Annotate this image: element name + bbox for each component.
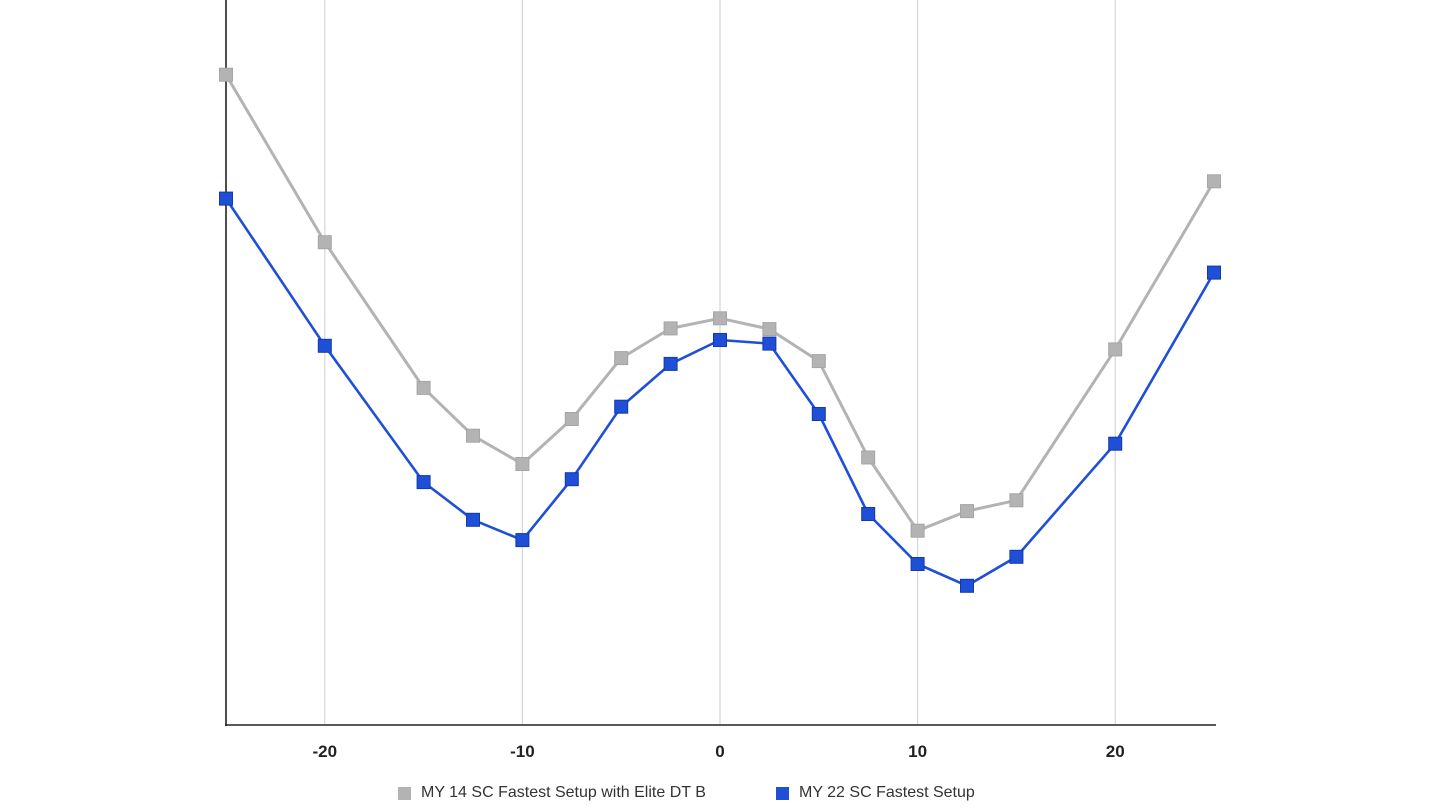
x-tick-label-3: 10: [908, 742, 927, 761]
series-1-point-15[interactable]: [1108, 342, 1123, 357]
x-tick-label-1: -10: [510, 742, 535, 761]
series-2: [219, 191, 1221, 593]
series-2-point-12[interactable]: [910, 557, 925, 571]
axes: [225, 0, 1216, 726]
legend-item-series-2[interactable]: MY 22 SC Fastest Setup: [776, 784, 975, 802]
series-1-point-3[interactable]: [466, 428, 480, 443]
series-2-point-8[interactable]: [713, 333, 727, 347]
legend-label-series-1: MY 14 SC Fastest Setup with Elite DT B: [421, 784, 706, 801]
gridlines: [324, 0, 1116, 725]
legend-label-series-2: MY 22 SC Fastest Setup: [799, 784, 975, 801]
series-2-point-13[interactable]: [960, 578, 974, 593]
series-2-point-6[interactable]: [614, 399, 629, 414]
series-1-point-9[interactable]: [762, 322, 777, 337]
series-2-point-16[interactable]: [1207, 265, 1221, 280]
series-layer: [219, 67, 1221, 593]
series-2-point-10[interactable]: [811, 407, 826, 421]
series-2-point-2[interactable]: [416, 475, 431, 490]
x-tick-label-2: 0: [715, 742, 724, 761]
series-1-point-5[interactable]: [564, 412, 579, 426]
series-2-point-9[interactable]: [762, 336, 777, 351]
x-tick-label-4: 20: [1106, 742, 1125, 761]
series-1-point-0[interactable]: [219, 67, 233, 82]
legend-item-series-1[interactable]: MY 14 SC Fastest Setup with Elite DT B: [398, 784, 706, 802]
series-1-point-11[interactable]: [861, 450, 876, 465]
legend-swatch-series-2: [776, 786, 789, 800]
series-1-point-6[interactable]: [614, 351, 629, 366]
series-2-point-0[interactable]: [219, 191, 233, 206]
series-2-point-4[interactable]: [515, 533, 530, 548]
series-1-point-13[interactable]: [960, 504, 974, 519]
series-2-point-3[interactable]: [466, 512, 480, 527]
series-1-point-2[interactable]: [416, 380, 431, 395]
series-1-point-16[interactable]: [1207, 174, 1221, 189]
series-1-point-10[interactable]: [811, 354, 826, 369]
x-tick-labels: -20 -10 0 10 20: [313, 742, 1125, 761]
series-2-point-11[interactable]: [861, 507, 876, 521]
x-tick-label-0: -20: [313, 742, 338, 761]
series-2-point-7[interactable]: [663, 356, 678, 371]
legend-swatch-series-1: [398, 786, 411, 800]
series-1-point-12[interactable]: [910, 523, 925, 538]
series-1-point-7[interactable]: [663, 321, 678, 336]
series-1-point-14[interactable]: [1009, 493, 1024, 508]
legend: MY 14 SC Fastest Setup with Elite DT B M…: [0, 784, 1440, 808]
series-1: [219, 67, 1221, 538]
series-2-point-1[interactable]: [317, 338, 332, 353]
series-1-point-1[interactable]: [317, 235, 332, 250]
series-1-point-4[interactable]: [515, 457, 530, 471]
series-2-point-5[interactable]: [564, 472, 579, 487]
series-1-point-8[interactable]: [713, 311, 727, 326]
series-2-point-15[interactable]: [1108, 436, 1123, 451]
series-2-point-14[interactable]: [1009, 549, 1024, 564]
